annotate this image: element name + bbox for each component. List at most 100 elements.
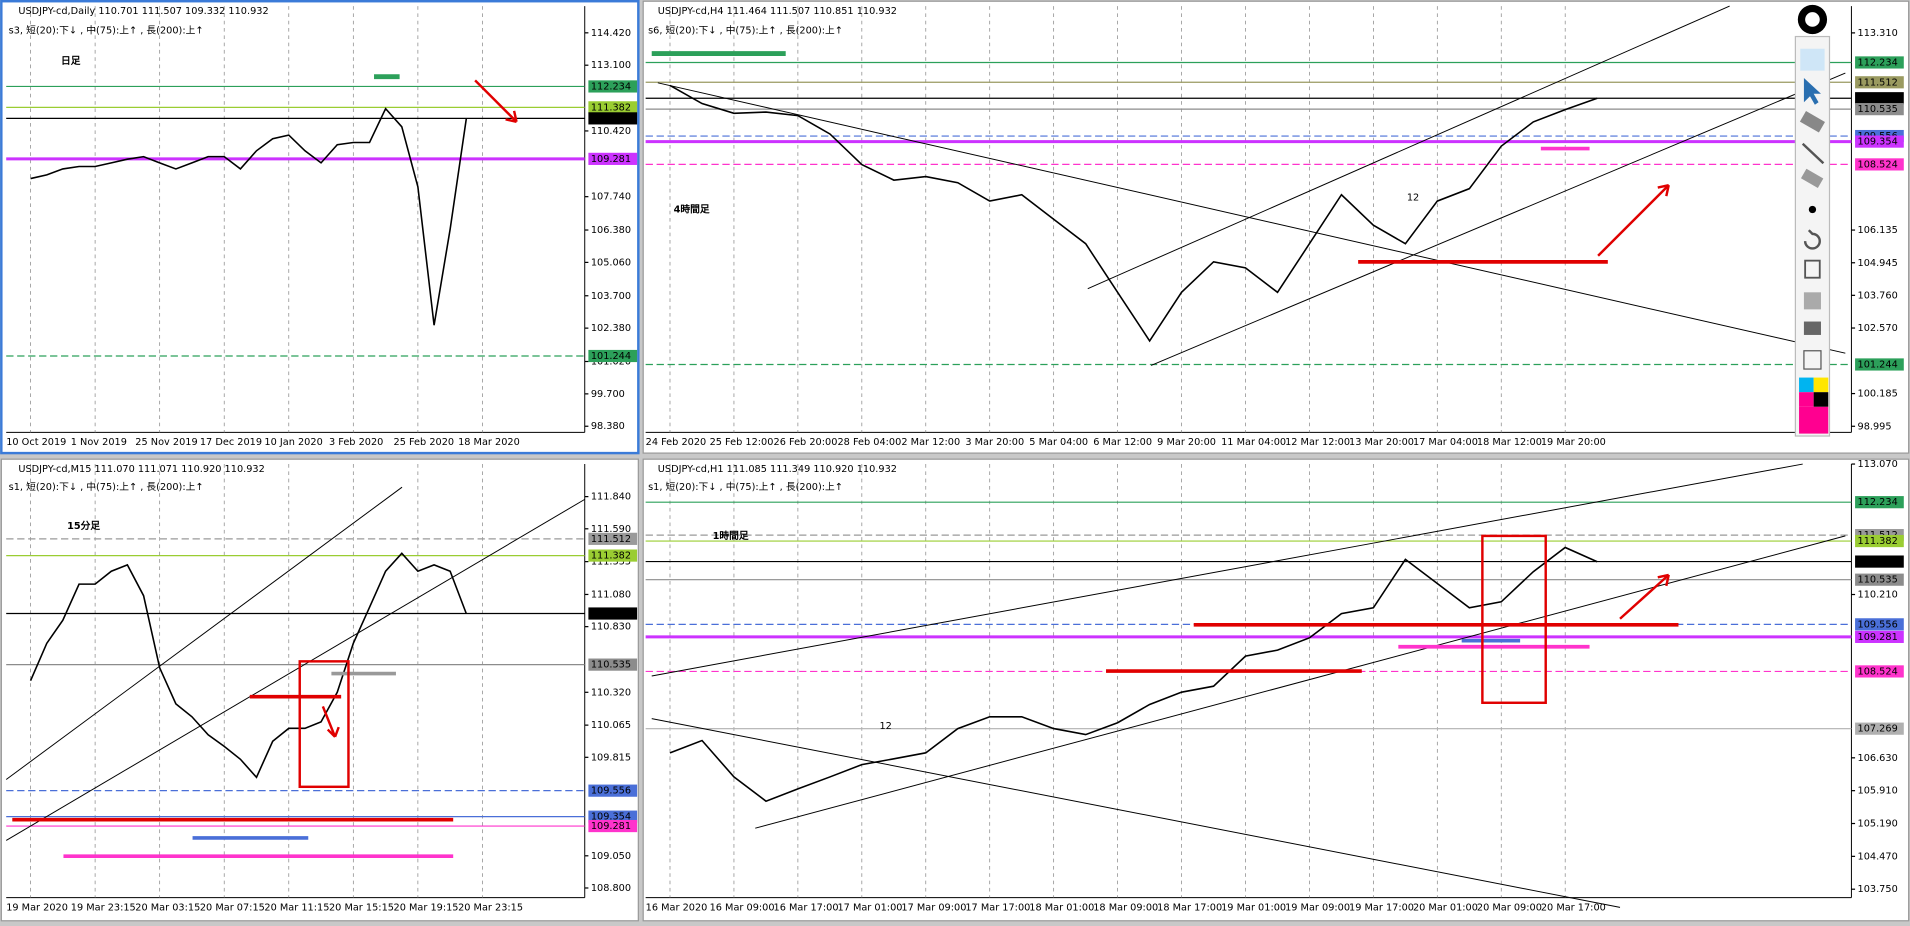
price-line <box>669 84 1598 343</box>
y-tick-label: 109.050 <box>591 851 631 862</box>
price-tag-label: 111.512 <box>591 534 631 545</box>
price-tag-label: 109.281 <box>591 154 631 165</box>
price-tag-label: 110.932 <box>1858 93 1898 104</box>
color-swatch[interactable] <box>1813 392 1829 407</box>
price-tag <box>588 819 638 833</box>
y-tick-label: 111.080 <box>591 589 631 600</box>
tool-icon[interactable] <box>1803 292 1821 310</box>
tool-icon[interactable] <box>1801 142 1825 165</box>
x-tick-label: 25 Feb 12:00 <box>710 437 774 448</box>
tool-icon[interactable] <box>1800 168 1824 188</box>
highlight-box <box>1481 534 1547 704</box>
tool-icon[interactable] <box>1808 205 1817 214</box>
y-tick-label: 110.065 <box>591 720 631 731</box>
annotation: 4時間足 <box>674 202 710 215</box>
price-tag <box>1855 358 1904 371</box>
y-tick-label: 110.210 <box>1858 590 1898 601</box>
price-tag-label: 110.932 <box>591 113 631 124</box>
trendlines <box>5 5 1846 908</box>
price-tag <box>1855 630 1904 643</box>
y-tick-label: 113.310 <box>1858 28 1898 39</box>
tool-icon[interactable] <box>1803 229 1821 250</box>
color-swatch[interactable] <box>1799 377 1814 393</box>
price-tag <box>1855 56 1904 69</box>
price-tag-label: 108.524 <box>1858 159 1898 170</box>
tool-icon[interactable] <box>1805 12 1820 27</box>
x-tick-label: 17 Mar 09:00 <box>901 902 966 913</box>
x-tick-label: 20 Mar 19:15 <box>394 902 459 913</box>
x-tick-label: 17 Mar 04:00 <box>1413 437 1478 448</box>
price-tag-label: 110.535 <box>1858 104 1898 115</box>
x-tick-label: 11 Mar 04:00 <box>1221 437 1286 448</box>
x-tick-label: 20 Mar 09:00 <box>1477 902 1542 913</box>
y-tick-label: 104.470 <box>1858 851 1898 862</box>
x-tick-label: 19 Mar 2020 <box>6 902 68 913</box>
price-tag <box>588 658 638 671</box>
price-tag-label: 110.932 <box>591 609 631 620</box>
chart-header: USDJPY-cd,H1 111.085 111.349 110.920 110… <box>658 464 897 475</box>
price-tag <box>588 784 638 797</box>
color-swatch[interactable] <box>1799 392 1814 407</box>
y-tick-label: 99.700 <box>591 389 625 400</box>
x-tick-label: 16 Mar 17:00 <box>774 902 839 913</box>
y-tick-label: 104.945 <box>1858 258 1898 269</box>
price-tag <box>588 607 638 620</box>
y-tick-label: 110.320 <box>591 687 631 698</box>
x-tick-label: 2 Mar 12:00 <box>901 437 960 448</box>
x-tick-label: 16 Mar 2020 <box>646 902 708 913</box>
x-tick-label: 18 Mar 09:00 <box>1093 902 1158 913</box>
y-tick-label: 105.910 <box>1858 786 1898 797</box>
tool-icon[interactable] <box>1804 259 1821 279</box>
color-swatch[interactable] <box>1799 406 1829 434</box>
price-tag <box>588 112 638 125</box>
price-tag <box>1855 135 1904 148</box>
annotation: 日足 <box>61 55 81 67</box>
price-tag-label: 109.354 <box>591 812 631 823</box>
price-tag-label: 111.382 <box>1858 536 1898 547</box>
y-tick-label: 106.380 <box>591 225 631 236</box>
tool-icon[interactable] <box>1799 111 1825 133</box>
x-tick-label: 17 Dec 2019 <box>200 437 262 448</box>
x-tick-label: 3 Feb 2020 <box>329 437 383 448</box>
indicator-text: s3, 短(20):下↓ , 中(75):上↑ , 長(200):上↑ <box>9 23 204 36</box>
price-tag-label: 111.382 <box>591 551 631 562</box>
x-tick-label: 18 Mar 2020 <box>458 437 520 448</box>
price-tag <box>588 101 638 114</box>
tool-icon[interactable] <box>1803 350 1822 370</box>
price-line <box>30 107 468 326</box>
y-tick-label: 111.840 <box>591 492 631 503</box>
y-tick-label: 98.995 <box>1858 421 1892 432</box>
price-tag <box>1855 665 1904 678</box>
panel-frame <box>642 458 1910 922</box>
price-line <box>29 552 468 779</box>
chart-header: USDJPY-cd,H4 111.464 111.507 110.851 110… <box>658 6 897 17</box>
panel-frame <box>0 0 640 455</box>
price-tag-label: 109.556 <box>1858 619 1898 630</box>
tool-icon[interactable] <box>1800 48 1825 71</box>
x-tick-label: 25 Feb 2020 <box>394 437 455 448</box>
x-tick-label: 17 Mar 17:00 <box>965 902 1030 913</box>
y-tick-label: 110.830 <box>591 622 631 633</box>
price-tag <box>1855 103 1904 116</box>
tool-icon[interactable] <box>1803 321 1821 335</box>
price-tag <box>588 532 638 545</box>
price-tag-label: 110.535 <box>1858 575 1898 586</box>
price-line <box>669 546 1598 803</box>
x-tick-label: 6 Mar 12:00 <box>1093 437 1152 448</box>
x-tick-label: 19 Mar 09:00 <box>1285 902 1350 913</box>
x-tick-label: 20 Mar 17:00 <box>1541 902 1606 913</box>
y-tick-label: 106.135 <box>1858 225 1898 236</box>
y-tick-label: 103.750 <box>1858 884 1898 895</box>
price-tag <box>588 349 638 363</box>
color-swatch[interactable] <box>1813 377 1829 393</box>
y-tick-label: 103.700 <box>591 291 631 302</box>
x-tick-label: 20 Mar 23:15 <box>458 902 523 913</box>
x-tick-label: 9 Mar 20:00 <box>1157 437 1216 448</box>
x-tick-label: 13 Mar 20:00 <box>1349 437 1414 448</box>
price-tag <box>588 80 638 93</box>
price-tag <box>1855 555 1904 568</box>
price-tag <box>1855 76 1904 89</box>
annotation: 15分足 <box>67 519 100 532</box>
x-tick-label: 28 Feb 04:00 <box>837 437 901 448</box>
